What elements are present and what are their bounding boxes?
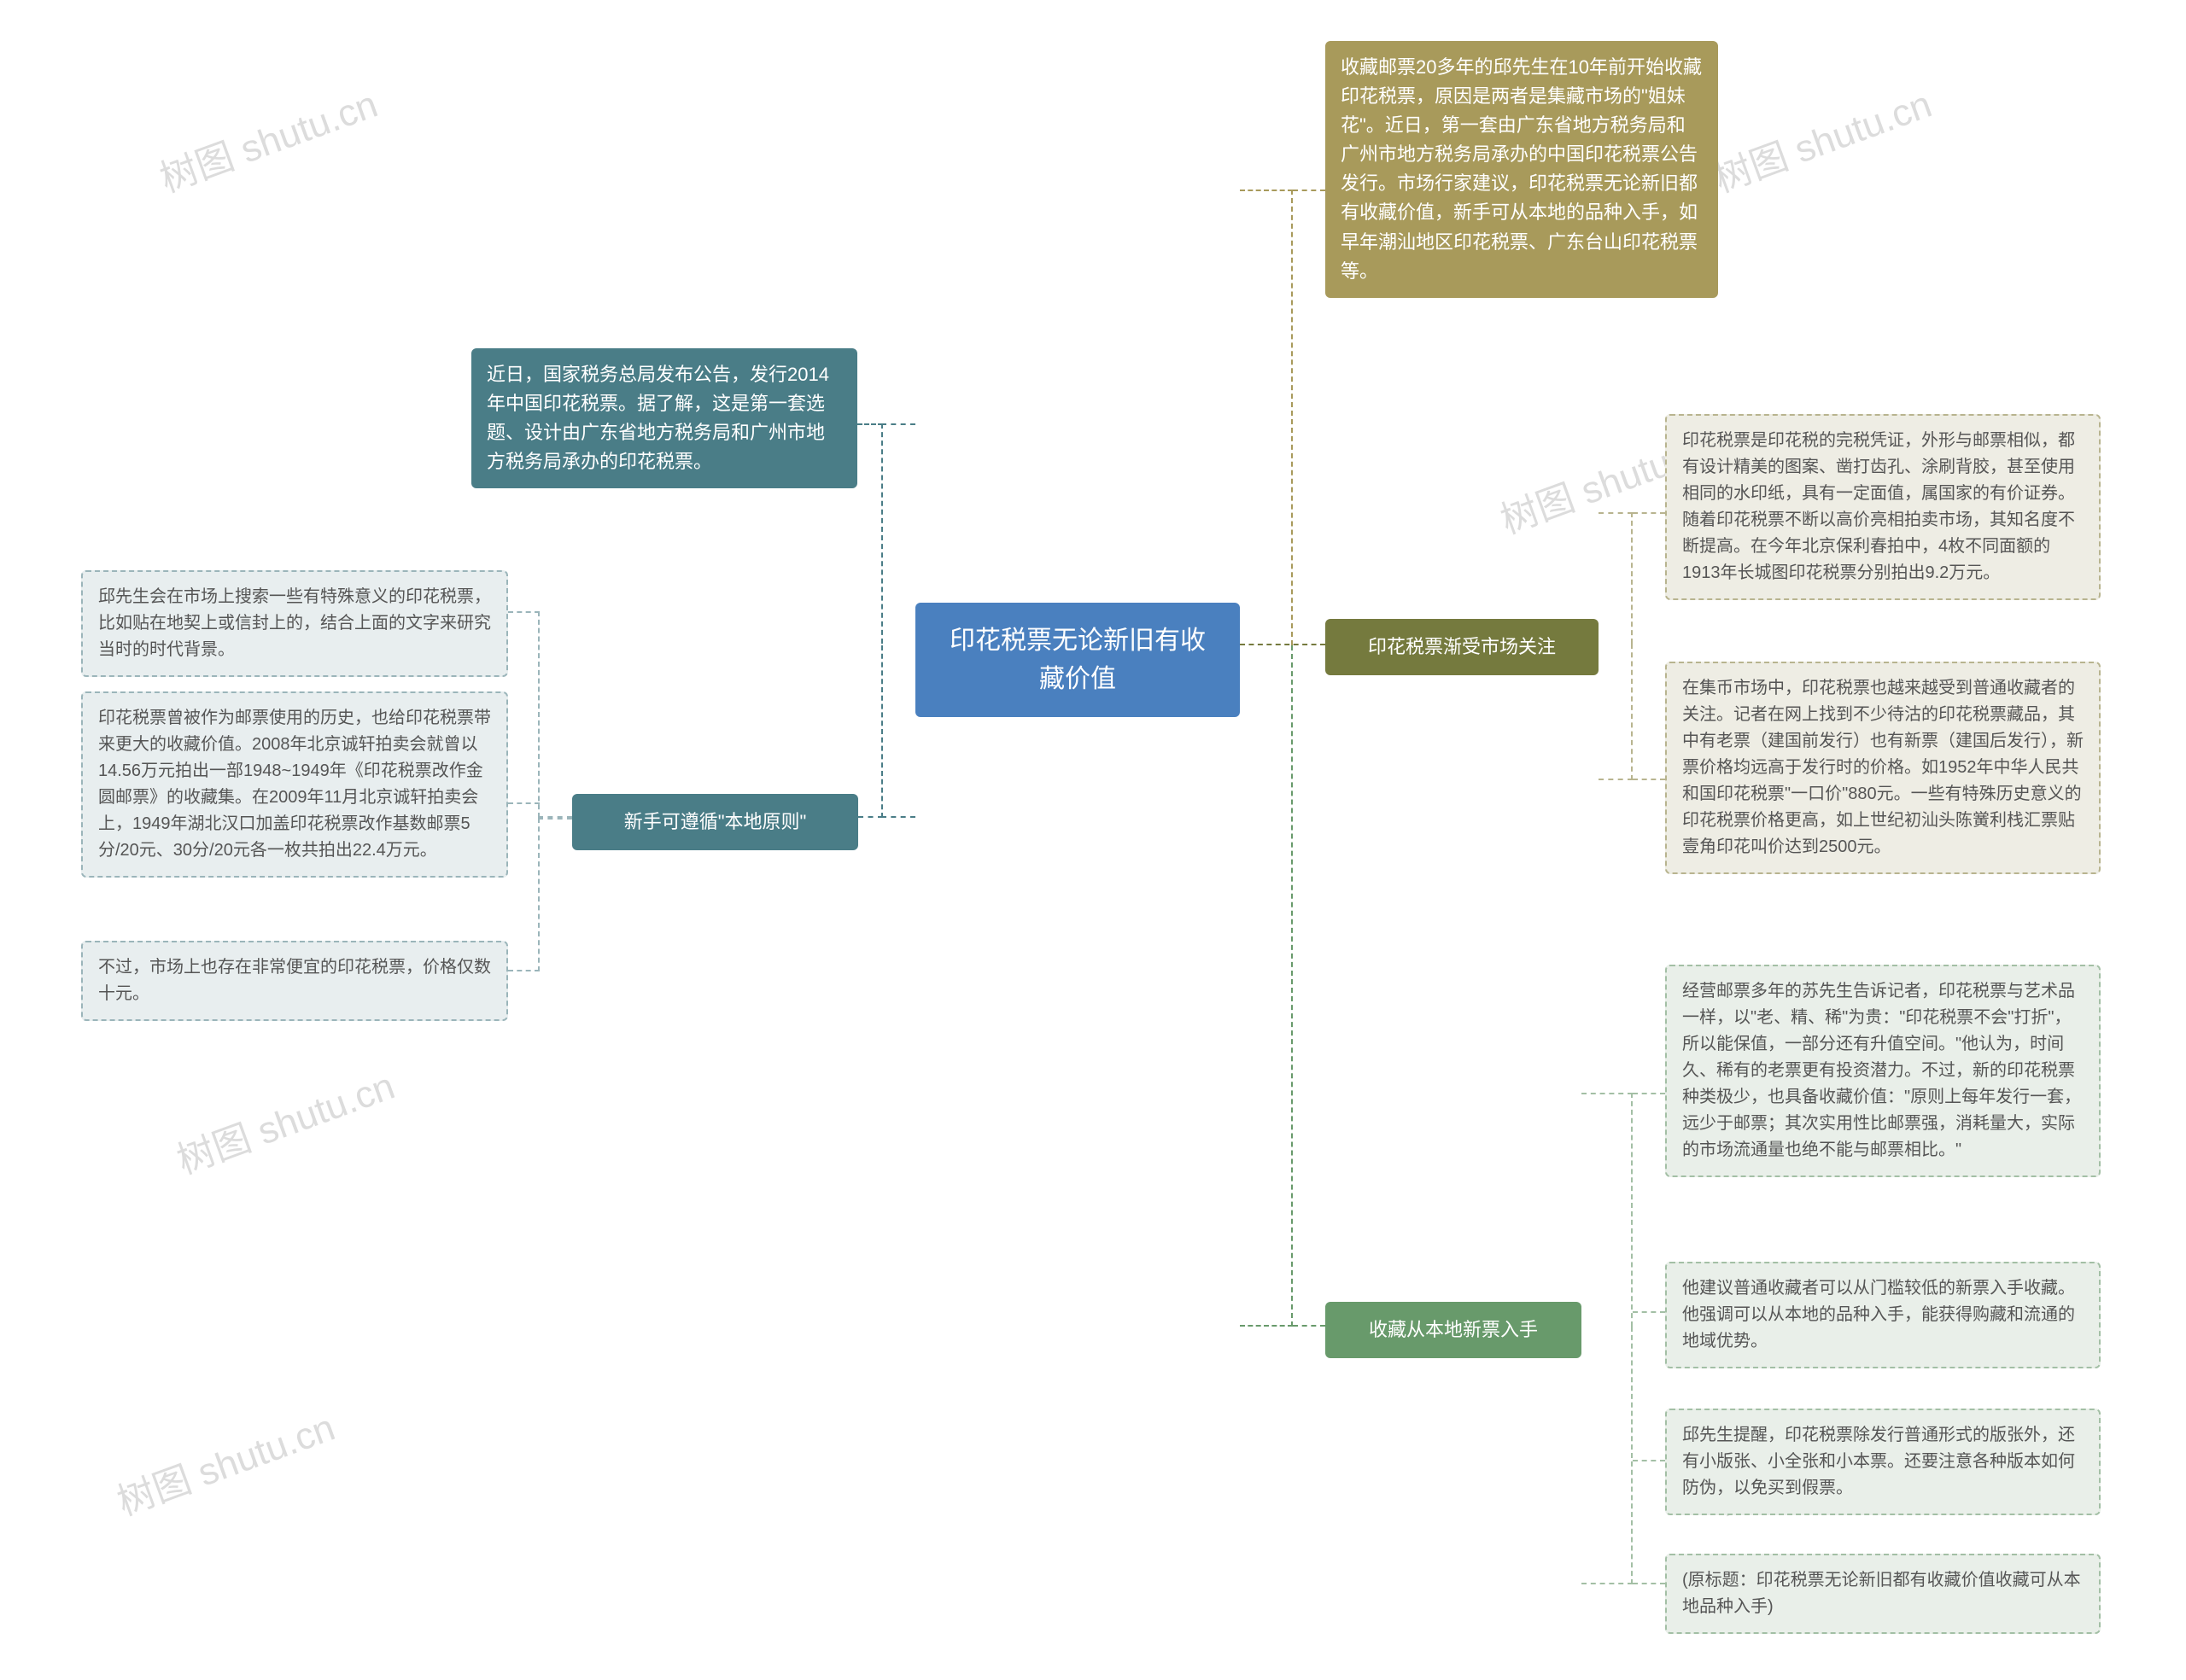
connector [538, 818, 572, 971]
leaf-text: (原标题：印花税票无论新旧都有收藏价值收藏可从本地品种入手) [1682, 1571, 2081, 1616]
leaf-text: 印花税票是印花税的完税凭证，外形与邮票相似，都有设计精美的图案、凿打齿孔、涂刷背… [1682, 431, 2075, 582]
connector [508, 611, 540, 613]
watermark: 树图 shutu.cn [108, 1397, 341, 1525]
leaf-text: 他建议普通收藏者可以从门槛较低的新票入手收藏。他强调可以从本地的品种入手，能获得… [1682, 1279, 2075, 1350]
watermark: 树图 shutu.cn [151, 73, 383, 202]
leaf-text: 在集币市场中，印花税票也越来越受到普通收藏者的关注。记者在网上找到不少待沽的印花… [1682, 679, 2084, 856]
connector [881, 645, 915, 818]
leaf-text: 印花税票曾被作为邮票使用的历史，也给印花税票带来更大的收藏价值。2008年北京诚… [98, 709, 491, 860]
connector [1633, 1093, 1665, 1094]
leaf-text: 经营邮票多年的苏先生告诉记者，印花税票与艺术品一样，以"老、精、稀"为贵："印花… [1682, 982, 2081, 1159]
leaf-collect-2: 他建议普通收藏者可以从门槛较低的新票入手收藏。他强调可以从本地的品种入手，能获得… [1665, 1262, 2101, 1368]
connector [1633, 1583, 1665, 1584]
leaf-text: 不过，市场上也存在非常便宜的印花税票，价格仅数十元。 [98, 958, 491, 1003]
leaf-collect-3: 邱先生提醒，印花税票除发行普通形式的版张外，还有小版张、小全张和小本票。还要注意… [1665, 1409, 2101, 1515]
connector [1633, 779, 1665, 780]
leaf-market-2: 在集币市场中，印花税票也越来越受到普通收藏者的关注。记者在网上找到不少待沽的印花… [1665, 662, 2101, 874]
branch-label: 收藏从本地新票入手 [1369, 1319, 1538, 1340]
connector [1240, 645, 1293, 1327]
connector [1633, 1311, 1665, 1313]
branch-local-principle: 新手可遵循"本地原则" [572, 794, 858, 850]
connector [1581, 1093, 1633, 1327]
connector [1633, 512, 1665, 514]
connector [1599, 644, 1633, 780]
connector [1599, 512, 1633, 644]
connector [508, 970, 540, 971]
connector [1240, 190, 1293, 645]
mindmap-center: 印花税票无论新旧有收藏价值 [915, 603, 1240, 717]
branch-label: 新手可遵循"本地原则" [624, 811, 807, 832]
branch-label: 印花税票渐受市场关注 [1368, 636, 1556, 657]
connector [1581, 1327, 1633, 1584]
leaf-local-2: 印花税票曾被作为邮票使用的历史，也给印花税票带来更大的收藏价值。2008年北京诚… [81, 691, 508, 878]
branch-text: 收藏邮票20多年的邱先生在10年前开始收藏印花税票，原因是两者是集藏市场的"姐妹… [1341, 56, 1702, 282]
connector [881, 423, 915, 644]
leaf-text: 邱先生会在市场上搜索一些有特殊意义的印花税票，比如贴在地契上或信封上的，结合上面… [98, 587, 491, 659]
branch-local-new-stamps: 收藏从本地新票入手 [1325, 1302, 1581, 1358]
leaf-local-1: 邱先生会在市场上搜索一些有特殊意义的印花税票，比如贴在地契上或信封上的，结合上面… [81, 570, 508, 677]
leaf-collect-4: (原标题：印花税票无论新旧都有收藏价值收藏可从本地品种入手) [1665, 1554, 2101, 1634]
connector [538, 611, 572, 818]
connector [1293, 190, 1325, 191]
connector [857, 423, 883, 425]
connector [1633, 1460, 1665, 1461]
connector [1293, 1325, 1325, 1327]
leaf-local-3: 不过，市场上也存在非常便宜的印花税票，价格仅数十元。 [81, 941, 508, 1021]
connector [858, 816, 883, 818]
leaf-collect-1: 经营邮票多年的苏先生告诉记者，印花税票与艺术品一样，以"老、精、稀"为贵："印花… [1665, 965, 2101, 1177]
watermark: 树图 shutu.cn [1705, 73, 1938, 202]
branch-qiu-collector: 收藏邮票20多年的邱先生在10年前开始收藏印花税票，原因是两者是集藏市场的"姐妹… [1325, 41, 1718, 298]
watermark: 树图 shutu.cn [168, 1055, 400, 1184]
connector [508, 802, 540, 804]
center-title: 印花税票无论新旧有收藏价值 [950, 627, 1206, 693]
leaf-text: 邱先生提醒，印花税票除发行普通形式的版张外，还有小版张、小全张和小本票。还要注意… [1682, 1426, 2075, 1497]
branch-text: 近日，国家税务总局发布公告，发行2014年中国印花税票。据了解，这是第一套选题、… [487, 364, 829, 472]
leaf-market-1: 印花税票是印花税的完税凭证，外形与邮票相似，都有设计精美的图案、凿打齿孔、涂刷背… [1665, 414, 2101, 600]
branch-market-attention: 印花税票渐受市场关注 [1325, 619, 1599, 675]
branch-announcement: 近日，国家税务总局发布公告，发行2014年中国印花税票。据了解，这是第一套选题、… [471, 348, 857, 488]
